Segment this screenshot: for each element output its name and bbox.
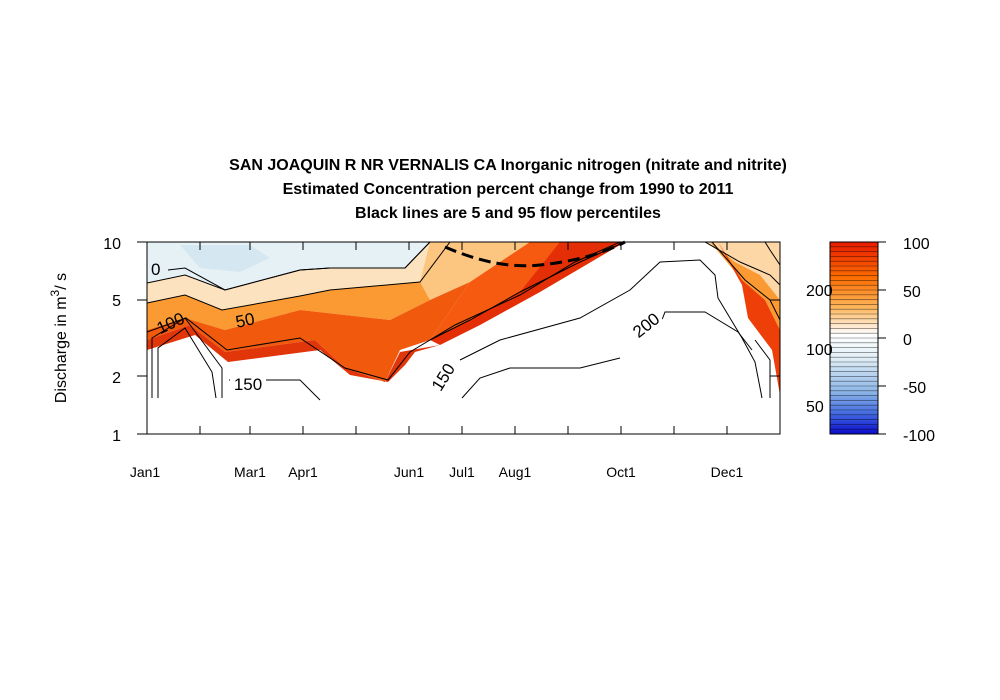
- fill-negative-core: [180, 245, 270, 272]
- percentile-95-line: [147, 242, 431, 291]
- y-axis-title-main: Discharge in m: [53, 296, 70, 403]
- percentile-line-d: [459, 259, 763, 399]
- x-tick-label: Apr1: [288, 464, 318, 480]
- dashed-percentile-curve: [444, 240, 626, 268]
- fill-right-red: [718, 242, 780, 395]
- colorbar-tick-label: 100: [903, 236, 930, 253]
- fill-band-red: [147, 282, 470, 382]
- y-tick-label: 1: [112, 428, 121, 445]
- fill-right-light: [705, 242, 780, 300]
- fill-upper-orange: [420, 242, 530, 300]
- x-axis: [146, 242, 728, 434]
- percentile-lines: [147, 242, 771, 399]
- plot-frame: [146, 241, 781, 435]
- contour-50: [147, 242, 451, 311]
- x-tick-label: Jun1: [394, 464, 425, 480]
- fill-right-orange: [710, 242, 780, 330]
- contour-right-mid: [711, 242, 780, 321]
- colorbar-tick-label: -100: [903, 428, 935, 445]
- y-axis-title-sup: 3: [48, 289, 62, 296]
- contour-right-upper: [704, 242, 780, 286]
- colorbar-inner-label: 100: [806, 342, 833, 359]
- colorbar-tick-label: 50: [903, 284, 921, 301]
- chart-subtitle-1: Estimated Concentration percent change f…: [283, 181, 734, 198]
- colorbar-bands: [830, 246, 878, 430]
- colorbar-inner-label: 200: [806, 283, 833, 300]
- y-tick-labels: 10 5 2 1: [103, 236, 121, 445]
- colorbar-tick-label: 0: [903, 332, 912, 349]
- x-tick-label: Jan1: [130, 464, 161, 480]
- contour-label-150-left: 150: [234, 375, 262, 394]
- colorbar-tick-label: -50: [903, 380, 926, 397]
- percentile-line-a: [151, 317, 223, 398]
- y-tick-label: 2: [112, 370, 121, 387]
- fill-upper-deep-red: [430, 242, 625, 345]
- colorbar-inner-label: 50: [806, 399, 824, 416]
- y-tick-label: 5: [112, 293, 121, 310]
- y-tick-label: 10: [103, 236, 121, 253]
- percentile-line-b: [157, 327, 217, 399]
- percentile-line-e: [754, 339, 771, 398]
- chart-title: SAN JOAQUIN R NR VERNALIS CA Inorganic n…: [229, 157, 787, 174]
- contour-100: [147, 242, 621, 381]
- x-tick-label: Jul1: [449, 464, 475, 480]
- x-tick-label: Mar1: [234, 464, 266, 480]
- contour-top-dec: [764, 242, 780, 266]
- contour-200: [659, 311, 753, 351]
- x-tick-labels: Jan1 Mar1 Apr1 Jun1 Jul1 Aug1 Oct1 Dec1: [130, 464, 744, 480]
- fill-band-deep-red: [147, 325, 440, 382]
- x-tick-label: Dec1: [711, 464, 744, 480]
- chart-subtitle-2: Black lines are 5 and 95 flow percentile…: [355, 205, 661, 222]
- x-tick-label: Oct1: [606, 464, 636, 480]
- colorbar: 100 50 0 -50 -100 200 100 50: [806, 236, 935, 445]
- plot-fill: [147, 242, 780, 434]
- fill-band-light: [147, 242, 450, 310]
- contour-label-0: 0: [151, 260, 160, 279]
- y-axis: [137, 241, 780, 435]
- fill-band-orange: [147, 282, 430, 330]
- x-tick-label: Aug1: [499, 464, 532, 480]
- contour-150-mid: [461, 357, 621, 399]
- contour-label-50: 50: [234, 309, 256, 332]
- colorbar-ticks: [878, 241, 886, 435]
- y-axis-title-tail: / s: [53, 273, 70, 290]
- y-axis-title: Discharge in m3/ s: [48, 273, 70, 403]
